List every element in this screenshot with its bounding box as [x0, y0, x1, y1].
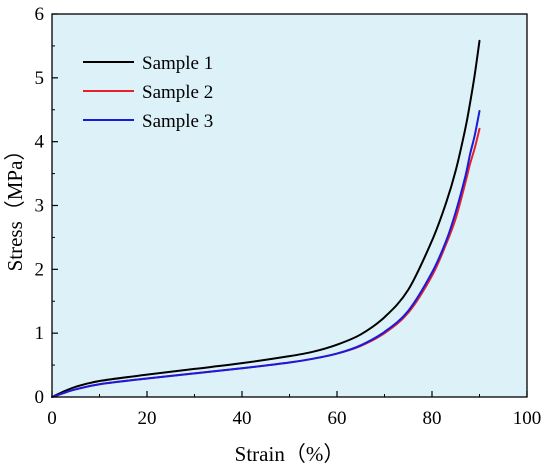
y-tick-label: 6 [35, 4, 45, 25]
y-tick-label: 4 [35, 132, 45, 153]
y-tick-label: 0 [35, 387, 45, 408]
x-tick-label: 100 [513, 408, 542, 429]
series-line-sample-3 [51, 110, 481, 398]
y-tick-label: 2 [35, 259, 45, 280]
series-line-sample-1 [51, 39, 481, 398]
x-tick-label: 0 [47, 408, 57, 429]
series-layer [51, 39, 481, 398]
legend-label: Sample 3 [142, 111, 213, 132]
x-tick-label: 80 [423, 408, 442, 429]
x-axis-label: Strain（%） [235, 442, 345, 466]
x-tick-label: 40 [233, 408, 252, 429]
plot-area [52, 14, 527, 397]
y-tick-label: 5 [35, 68, 45, 89]
y-axis-label: Stress（MPa） [3, 140, 27, 272]
legend-label: Sample 2 [142, 82, 213, 103]
x-axis-ticks: 0 20 40 60 80 100 [47, 391, 541, 429]
y-axis-ticks: 0 1 2 3 4 5 6 [35, 4, 58, 408]
x-tick-label: 20 [138, 408, 157, 429]
x-tick-label: 60 [328, 408, 347, 429]
legend-label: Sample 1 [142, 53, 213, 74]
y-tick-label: 3 [35, 196, 45, 217]
legend: Sample 1 Sample 2 Sample 3 [83, 53, 213, 132]
y-tick-label: 1 [35, 323, 45, 344]
